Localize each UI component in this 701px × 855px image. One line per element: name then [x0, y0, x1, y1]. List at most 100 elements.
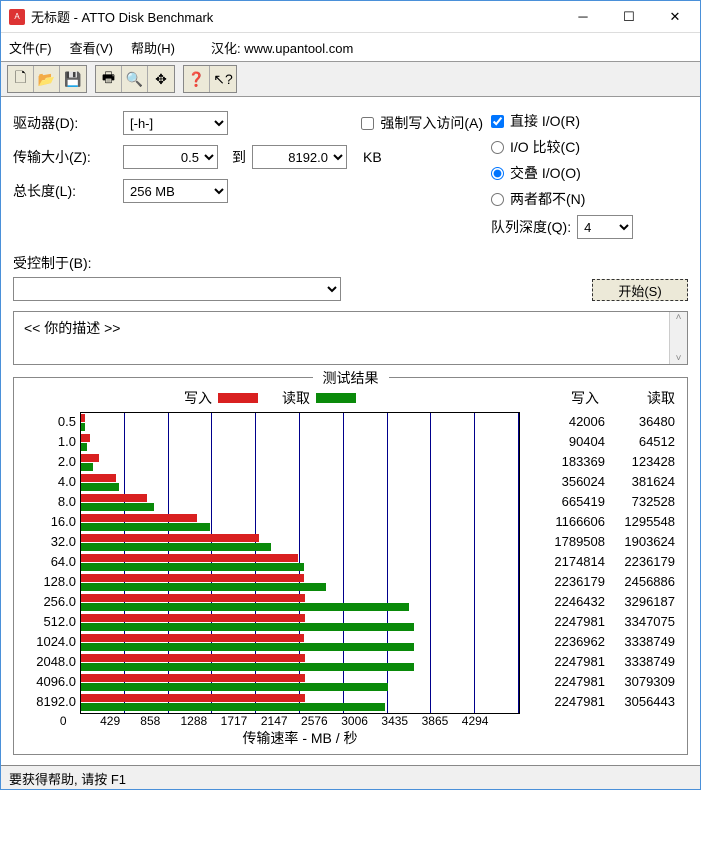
data-row: 22464323296187 — [520, 592, 681, 612]
bar-write — [81, 414, 85, 422]
print-button[interactable]: 🖶 — [96, 66, 122, 92]
y-tick: 2048.0 — [36, 652, 76, 672]
data-row: 11666061295548 — [520, 512, 681, 532]
plot-row — [81, 573, 519, 593]
plot-row — [81, 533, 519, 553]
y-tick: 64.0 — [51, 552, 76, 572]
plot-row — [81, 473, 519, 493]
data-row: 17895081903624 — [520, 532, 681, 552]
bar-read — [81, 483, 119, 491]
y-tick: 0.5 — [58, 412, 76, 432]
close-button[interactable]: ✕ — [652, 2, 698, 32]
menubar: 文件(F) 查看(V) 帮助(H) 汉化: www.upantool.com — [1, 33, 700, 61]
x-tick: 2576 — [301, 714, 341, 728]
plot-row — [81, 593, 519, 613]
data-row: 22361792456886 — [520, 572, 681, 592]
y-tick: 2.0 — [58, 452, 76, 472]
totallen-select[interactable]: 256 MB — [123, 179, 228, 203]
plot-row — [81, 433, 519, 453]
maximize-button[interactable]: ☐ — [606, 2, 652, 32]
data-row: 22479813079309 — [520, 672, 681, 692]
data-row: 9040464512 — [520, 432, 681, 452]
y-tick: 512.0 — [43, 612, 76, 632]
plot-row — [81, 633, 519, 653]
save-button[interactable]: 💾 — [60, 66, 86, 92]
legend-read-swatch — [316, 393, 356, 403]
y-tick: 32.0 — [51, 532, 76, 552]
data-row: 21748142236179 — [520, 552, 681, 572]
help-button[interactable]: ❓ — [184, 66, 210, 92]
col-read-header: 读取 — [613, 388, 675, 408]
move-button[interactable]: ✥ — [148, 66, 174, 92]
preview-button[interactable]: 🔍 — [122, 66, 148, 92]
bar-write — [81, 694, 305, 702]
y-tick: 8.0 — [58, 492, 76, 512]
x-tick: 1288 — [180, 714, 220, 728]
menu-help[interactable]: 帮助(H) — [131, 38, 175, 57]
chart-x-axis: 042985812881717214725763006343538654294 — [80, 714, 522, 728]
open-button[interactable]: 📂 — [34, 66, 60, 92]
x-tick: 0 — [60, 714, 100, 728]
data-row: 356024381624 — [520, 472, 681, 492]
bar-write — [81, 434, 90, 442]
x-tick: 4294 — [462, 714, 502, 728]
app-window: A 无标题 - ATTO Disk Benchmark ─ ☐ ✕ 文件(F) … — [0, 0, 701, 790]
x-tick: 1717 — [221, 714, 261, 728]
overlap-io-radio[interactable]: 交叠 I/O(O) — [491, 163, 688, 183]
bar-write — [81, 554, 298, 562]
bar-write — [81, 614, 305, 622]
plot-row — [81, 613, 519, 633]
plot-row — [81, 553, 519, 573]
chart-plot-area — [80, 412, 520, 714]
menu-view[interactable]: 查看(V) — [70, 38, 113, 57]
xfer-from-select[interactable]: 0.5 — [123, 145, 218, 169]
data-row: 4200636480 — [520, 412, 681, 432]
minimize-button[interactable]: ─ — [560, 2, 606, 32]
force-write-checkbox[interactable]: 强制写入访问(A) — [361, 113, 483, 133]
bar-write — [81, 594, 305, 602]
data-row: 183369123428 — [520, 452, 681, 472]
drive-select[interactable]: [-h-] — [123, 111, 228, 135]
plot-row — [81, 653, 519, 673]
app-icon: A — [9, 9, 25, 25]
y-tick: 4096.0 — [36, 672, 76, 692]
bar-read — [81, 643, 414, 651]
y-tick: 256.0 — [43, 592, 76, 612]
results-data-columns: 4200636480904046451218336912342835602438… — [520, 412, 681, 714]
bar-read — [81, 543, 271, 551]
description-scrollbar[interactable]: ˄˅ — [669, 312, 687, 364]
y-tick: 4.0 — [58, 472, 76, 492]
totallen-label: 总长度(L): — [13, 181, 123, 201]
neither-radio[interactable]: 两者都不(N) — [491, 189, 688, 209]
controlled-by-select[interactable] — [13, 277, 341, 301]
y-tick: 128.0 — [43, 572, 76, 592]
xfer-to-select[interactable]: 8192.0 — [252, 145, 347, 169]
y-tick: 1024.0 — [36, 632, 76, 652]
bar-read — [81, 683, 388, 691]
start-button[interactable]: 开始(S) — [592, 279, 688, 301]
queue-depth-select[interactable]: 4 — [577, 215, 633, 239]
bar-read — [81, 523, 210, 531]
window-title: 无标题 - ATTO Disk Benchmark — [31, 7, 560, 26]
io-compare-radio[interactable]: I/O 比较(C) — [491, 137, 688, 157]
bar-read — [81, 503, 154, 511]
results-group: 测试结果 写入 读取 写入 读取 0. — [13, 377, 688, 755]
description-textbox[interactable]: << 你的描述 >> ˄˅ — [13, 311, 688, 365]
menu-localization: 汉化: www.upantool.com — [211, 38, 353, 57]
bar-write — [81, 514, 197, 522]
legend-write-label: 写入 — [184, 388, 212, 408]
y-tick: 8192.0 — [36, 692, 76, 712]
plot-row — [81, 493, 519, 513]
direct-io-checkbox[interactable]: 直接 I/O(R) — [491, 111, 688, 131]
data-row: 22369623338749 — [520, 632, 681, 652]
xfer-to-label: 到 — [232, 147, 246, 167]
menu-file[interactable]: 文件(F) — [9, 38, 52, 57]
results-title: 测试结果 — [313, 368, 389, 388]
xfer-size-label: 传输大小(Z): — [13, 147, 123, 167]
titlebar[interactable]: A 无标题 - ATTO Disk Benchmark ─ ☐ ✕ — [1, 1, 700, 33]
new-button[interactable]: 🗋 — [8, 66, 34, 92]
context-help-button[interactable]: ↖? — [210, 66, 236, 92]
x-tick: 429 — [100, 714, 140, 728]
y-tick: 1.0 — [58, 432, 76, 452]
legend-read-label: 读取 — [282, 388, 310, 408]
